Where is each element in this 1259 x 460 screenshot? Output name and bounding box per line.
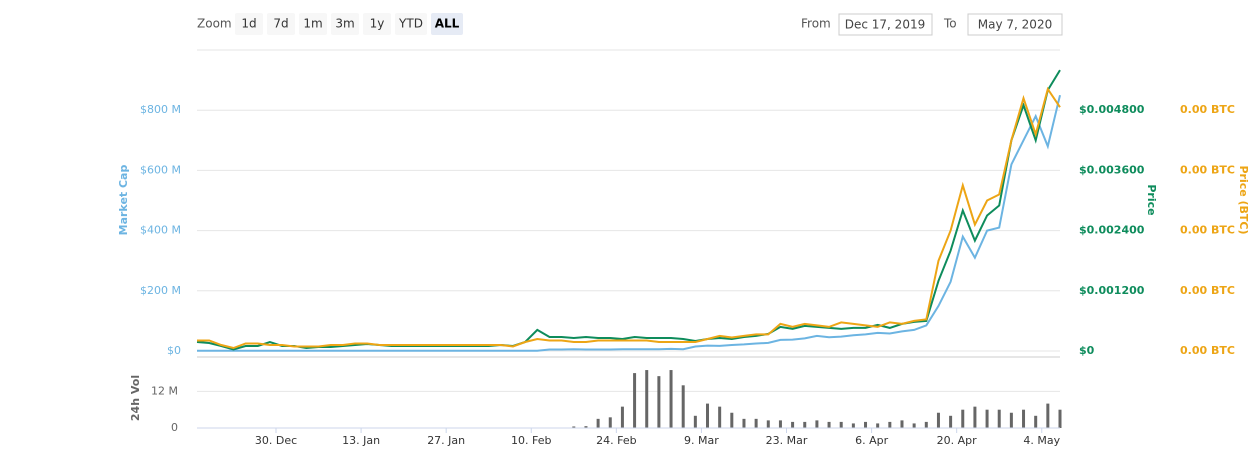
volume-bar xyxy=(730,412,734,428)
zoom-button-label[interactable]: YTD xyxy=(398,17,423,31)
y3-axis-title: Price (BTC) xyxy=(1237,165,1250,234)
volume-axis-title: 24h Vol xyxy=(129,375,142,421)
to-value[interactable]: May 7, 2020 xyxy=(978,18,1052,32)
zoom-button[interactable] xyxy=(431,13,463,35)
volume-bar xyxy=(803,421,807,428)
volume-bar xyxy=(742,418,746,428)
volume-bar xyxy=(1009,412,1013,428)
from-value[interactable]: Dec 17, 2019 xyxy=(845,18,925,32)
volume-bar xyxy=(584,426,588,428)
volume-bar xyxy=(596,418,600,428)
volume-bar xyxy=(645,370,649,428)
volume-bar xyxy=(851,423,855,428)
volume-tick-label: 0 xyxy=(171,421,178,434)
x-tick-label: 13. Jan xyxy=(342,434,380,447)
y3-tick-label: 0.00 BTC xyxy=(1180,103,1235,116)
volume-bar xyxy=(949,415,953,428)
volume-bar xyxy=(912,423,916,428)
zoom-button[interactable] xyxy=(299,13,327,35)
volume-bar xyxy=(924,421,928,428)
x-tick-label: 6. Apr xyxy=(855,434,888,447)
volume-bar xyxy=(876,423,880,428)
volume-bar xyxy=(815,420,819,428)
y3-tick-label: 0.00 BTC xyxy=(1180,224,1235,237)
volume-bar xyxy=(633,373,637,428)
x-tick-label: 20. Apr xyxy=(937,434,977,447)
volume-bar xyxy=(888,421,892,428)
volume-bar xyxy=(693,415,697,428)
y2-tick-label: $0.001200 xyxy=(1079,284,1145,297)
volume-bar xyxy=(864,421,868,428)
volume-bar xyxy=(754,418,758,428)
volume-bar xyxy=(827,421,831,428)
y-tick-label: $600 M xyxy=(140,163,181,176)
y2-tick-label: $0 xyxy=(1079,344,1095,357)
zoom-button-label[interactable]: 3m xyxy=(335,17,354,31)
y2-axis-title: Price xyxy=(1145,184,1158,215)
y-tick-label: $200 M xyxy=(140,284,181,297)
volume-bar xyxy=(1034,415,1038,428)
zoom-button-label[interactable]: ALL xyxy=(435,17,460,31)
volume-bar xyxy=(718,406,722,428)
volume-tick-label: 12 M xyxy=(151,384,178,397)
y-tick-label: $400 M xyxy=(140,224,181,237)
zoom-button-label[interactable]: 1d xyxy=(241,17,256,31)
y-axis-title: Market Cap xyxy=(117,165,130,236)
x-tick-label: 9. Mar xyxy=(684,434,719,447)
x-tick-label: 4. May xyxy=(1023,434,1060,447)
volume-bar xyxy=(766,420,770,428)
x-tick-label: 30. Dec xyxy=(255,434,297,447)
x-tick-label: 10. Feb xyxy=(511,434,551,447)
series-line xyxy=(197,86,1061,350)
zoom-button[interactable] xyxy=(235,13,263,35)
volume-bar xyxy=(900,420,904,428)
to-label: To xyxy=(943,17,957,31)
volume-bar xyxy=(936,412,940,428)
volume-bar xyxy=(681,385,685,428)
zoom-button[interactable] xyxy=(331,13,359,35)
x-tick-label: 24. Feb xyxy=(596,434,636,447)
volume-bar xyxy=(961,409,965,428)
volume-bar xyxy=(706,403,710,428)
zoom-button-label[interactable]: 1m xyxy=(303,17,322,31)
volume-bar xyxy=(1046,403,1050,428)
from-input[interactable] xyxy=(838,13,933,36)
volume-bar xyxy=(572,426,576,428)
y3-tick-label: 0.00 BTC xyxy=(1180,344,1235,357)
x-tick-label: 27. Jan xyxy=(427,434,465,447)
x-tick-label: 23. Mar xyxy=(766,434,808,447)
volume-bar xyxy=(1022,409,1026,428)
y-tick-label: $0 xyxy=(167,344,181,357)
volume-bar xyxy=(973,406,977,428)
series-line xyxy=(196,69,1061,351)
volume-bar xyxy=(997,409,1001,428)
from-label: From xyxy=(801,17,831,31)
y3-tick-label: 0.00 BTC xyxy=(1180,163,1235,176)
zoom-button[interactable] xyxy=(363,13,391,35)
volume-bar xyxy=(620,406,624,428)
zoom-label: Zoom xyxy=(197,17,232,31)
y2-tick-label: $0.004800 xyxy=(1079,103,1145,116)
volume-bar xyxy=(839,421,843,428)
volume-bar xyxy=(669,370,673,428)
volume-bar xyxy=(1058,409,1062,428)
y2-tick-label: $0.003600 xyxy=(1079,163,1145,176)
volume-bar xyxy=(657,376,661,428)
y3-tick-label: 0.00 BTC xyxy=(1180,284,1235,297)
y2-tick-label: $0.002400 xyxy=(1079,224,1145,237)
controls: 1d 7d 1m 3m 1y YTD ALL xyxy=(235,13,463,35)
zoom-button-label[interactable]: 7d xyxy=(273,17,288,31)
volume-bar xyxy=(608,417,612,428)
y-tick-label: $800 M xyxy=(140,103,181,116)
zoom-button[interactable] xyxy=(395,13,427,35)
to-input[interactable] xyxy=(967,13,1063,36)
zoom-button-label[interactable]: 1y xyxy=(370,17,385,31)
volume-bar xyxy=(791,421,795,428)
series-line xyxy=(197,94,1061,352)
zoom-button[interactable] xyxy=(267,13,295,35)
volume-bar xyxy=(778,420,782,428)
volume-bar xyxy=(985,409,989,428)
